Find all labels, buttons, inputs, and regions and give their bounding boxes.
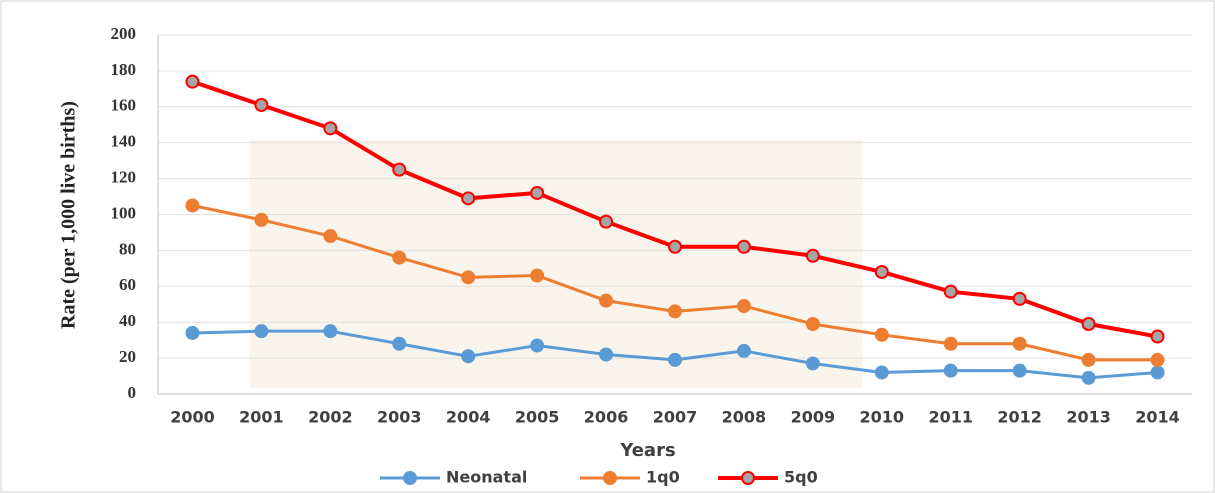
data-point (323, 121, 338, 136)
data-point (392, 250, 407, 265)
legend-label: Neonatal (446, 468, 527, 487)
x-tick-label: 2005 (515, 408, 560, 427)
x-tick-label: 2007 (653, 408, 698, 427)
data-point (599, 214, 614, 229)
data-point (254, 212, 269, 227)
legend-label: 5q0 (784, 468, 818, 487)
y-axis-title: Rate (per 1,000 live births) (58, 101, 80, 329)
data-point (599, 293, 614, 308)
x-tick-label: 2003 (377, 408, 422, 427)
data-point (185, 74, 200, 89)
y-tick-label: 140 (111, 132, 137, 151)
data-point (530, 268, 545, 283)
y-tick-label: 0 (128, 383, 137, 402)
data-point (185, 325, 200, 340)
data-point (1081, 316, 1096, 331)
data-point (736, 239, 751, 254)
data-point (805, 248, 820, 263)
x-tick-label: 2011 (928, 408, 973, 427)
data-point (1150, 329, 1165, 344)
data-point (943, 284, 958, 299)
data-point (254, 324, 269, 339)
data-point (254, 98, 269, 113)
legend-marker (403, 471, 417, 485)
legend-marker (603, 471, 617, 485)
data-point (943, 363, 958, 378)
legend-label: 1q0 (646, 468, 680, 487)
data-point (805, 316, 820, 331)
data-point (1081, 370, 1096, 385)
data-point (736, 299, 751, 314)
data-point (668, 352, 682, 367)
data-point (874, 365, 889, 380)
y-tick-label: 60 (119, 275, 136, 294)
data-point (1081, 352, 1096, 367)
y-tick-label: 200 (111, 24, 137, 43)
x-tick-label: 2000 (170, 408, 215, 427)
x-tick-label: 2002 (308, 408, 353, 427)
data-point (736, 343, 751, 358)
data-point (323, 229, 338, 244)
watermark (250, 140, 862, 388)
y-tick-label: 100 (111, 203, 137, 222)
x-tick-label: 2006 (584, 408, 629, 427)
y-tick-label: 180 (111, 60, 137, 79)
data-point (1012, 336, 1027, 351)
x-tick-label: 2013 (1066, 408, 1111, 427)
data-point (1012, 291, 1027, 306)
data-point (1012, 363, 1027, 378)
y-tick-label: 80 (119, 239, 136, 258)
data-point (392, 162, 407, 177)
data-point (530, 338, 545, 353)
x-tick-label: 2001 (239, 408, 284, 427)
x-tick-label: 2012 (997, 408, 1042, 427)
data-point (530, 185, 545, 200)
data-point (874, 264, 889, 279)
legend-marker (741, 471, 755, 485)
x-tick-label: 2010 (860, 408, 905, 427)
data-point (943, 336, 958, 351)
data-point (668, 304, 682, 319)
data-point (392, 336, 407, 351)
data-point (461, 191, 476, 206)
data-point (668, 239, 682, 254)
x-tick-label: 2014 (1135, 408, 1180, 427)
x-tick-label: 2008 (722, 408, 767, 427)
data-point (1150, 365, 1165, 380)
data-point (874, 327, 889, 342)
y-tick-label: 40 (119, 311, 136, 330)
y-tick-label: 120 (111, 168, 137, 187)
data-point (323, 324, 338, 339)
data-point (185, 198, 200, 213)
y-tick-label: 160 (111, 96, 137, 115)
x-tick-label: 2004 (446, 408, 491, 427)
data-point (461, 349, 476, 364)
data-point (599, 347, 614, 362)
x-axis-title: Years (619, 440, 675, 461)
data-point (805, 356, 820, 371)
y-tick-label: 20 (119, 347, 136, 366)
data-point (461, 270, 476, 285)
data-point (1150, 352, 1165, 367)
x-tick-label: 2009 (791, 408, 836, 427)
